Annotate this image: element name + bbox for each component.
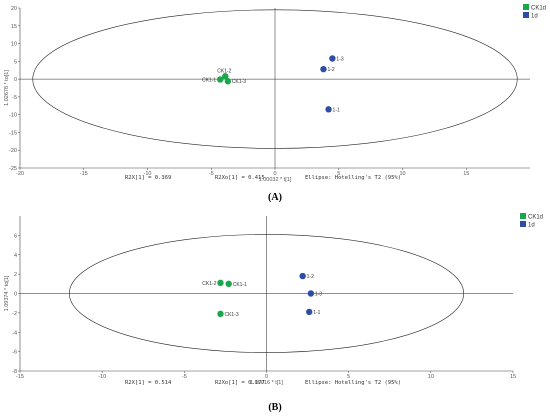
x-tick-label: -15 [16, 374, 24, 380]
x-tick-label: 10 [399, 171, 405, 177]
hotelling-ellipse [69, 234, 464, 353]
data-point [217, 310, 224, 318]
y-axis-label: 1.09374 * to[1] [4, 275, 10, 311]
r2xo-stat: R2Xo[1] = 0.415 [215, 175, 265, 181]
hotelling-ellipse [32, 9, 518, 149]
y-tick-label: -20 [9, 148, 17, 154]
legend-swatch [523, 12, 529, 18]
data-point [222, 73, 229, 80]
y-tick-label: -15 [9, 130, 17, 136]
panel-caption: (A) [268, 192, 282, 203]
x-tick-label: 5 [347, 374, 350, 380]
panel-caption: (B) [268, 402, 281, 413]
y-tick-label: 0 [14, 292, 17, 298]
point-label: CK1-1 [233, 282, 247, 288]
y-tick-label: -5 [12, 95, 17, 101]
legend-swatch [520, 221, 526, 227]
y-tick-label: 5 [14, 59, 17, 65]
legend-label: CK1d [528, 215, 543, 221]
y-tick-label: -8 [12, 369, 17, 375]
x-tick-label: -10 [144, 171, 152, 177]
x-tick-label: 0 [265, 374, 268, 380]
y-axis-label: 1.02678 * to[1] [4, 70, 10, 106]
data-point [224, 78, 232, 85]
x-tick-label: -20 [16, 171, 24, 177]
point-label: CK1-1 [202, 77, 216, 83]
x-axis-label: 1.00032 * t[1] [259, 177, 292, 183]
data-point [299, 272, 306, 280]
y-tick-label: 4 [14, 253, 17, 259]
y-tick-label: 20 [11, 6, 17, 12]
x-tick-label: -15 [80, 171, 88, 177]
y-tick-label: -10 [9, 113, 17, 119]
x-axis-label: 1.00016 * t[1] [250, 380, 283, 386]
legend-label: 1d [531, 14, 538, 20]
point-label: 1-3 [315, 292, 322, 298]
point-label: 1-1 [313, 310, 320, 316]
r2xo-stat: R2Xo[1] = 0.177 [215, 380, 265, 386]
y-tick-label: -4 [12, 330, 17, 336]
x-tick-label: -10 [98, 374, 106, 380]
point-label: 1-2 [307, 274, 314, 280]
data-point [217, 279, 224, 287]
x-tick-label: 10 [428, 374, 434, 380]
point-label: CK1-3 [224, 312, 238, 318]
ellipse-note: Ellipse: Hotelling's T2 (95%) [305, 380, 401, 386]
x-tick-label: 5 [337, 171, 340, 177]
point-label: 1-2 [327, 67, 334, 73]
r2x-stat: R2X[1] = 0.369 [125, 175, 171, 181]
data-point [325, 106, 332, 113]
point-label: CK1-2 [217, 68, 231, 74]
y-tick-label: -25 [9, 166, 17, 172]
x-tick-label: -5 [209, 171, 214, 177]
y-tick-label: 6 [14, 233, 17, 239]
ellipse-note: Ellipse: Hotelling's T2 (95%) [305, 175, 401, 181]
data-point [306, 308, 313, 316]
y-tick-label: 10 [11, 42, 17, 48]
legend-swatch [523, 4, 529, 10]
point-label: 1-1 [333, 107, 340, 113]
x-tick-label: 15 [463, 171, 469, 177]
point-label: CK1-3 [232, 79, 246, 85]
x-tick-label: -5 [182, 374, 187, 380]
data-point [307, 290, 315, 297]
score-plot-b: -15 -10 -5 0 5 10 15 -8 -6 -4 -2 0 2 4 6 1.00016 * t[1]… [4, 213, 543, 413]
y-tick-label: -6 [12, 350, 17, 356]
y-tick-label: 2 [14, 272, 17, 278]
legend-swatch [520, 213, 526, 219]
point-label: CK1-2 [202, 281, 216, 287]
point-label: 1-3 [336, 56, 343, 62]
data-point [225, 280, 232, 288]
y-tick-label: -2 [12, 311, 17, 317]
legend-label: CK1d [531, 6, 546, 12]
y-tick-label: 0 [14, 77, 17, 83]
data-point [216, 76, 224, 83]
y-tick-label: 15 [11, 24, 17, 30]
data-point [320, 65, 327, 73]
x-tick-label: 15 [510, 374, 516, 380]
r2x-stat: R2X[1] = 0.514 [125, 380, 172, 386]
data-point [329, 55, 336, 62]
legend-label: 1d [528, 223, 535, 229]
score-plot-a: -20 -15 -10 -5 0 5 10 15-25-20-15-10-5051015201… [4, 4, 546, 203]
x-tick-label: 0 [273, 171, 276, 177]
